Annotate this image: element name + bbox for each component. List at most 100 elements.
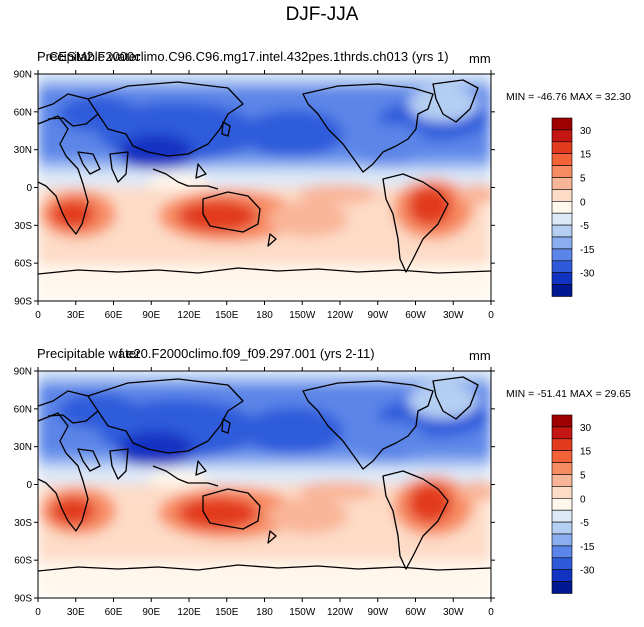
colorbar-label-1-3: 0 (580, 197, 586, 208)
colorbar-label-1-0: 30 (580, 126, 592, 137)
lon-label-2-6: 180 (256, 607, 273, 618)
lon-label-1-5: 150E (215, 310, 239, 321)
lon-label-2-4: 120E (177, 607, 201, 618)
colorbar-swatch-1-5 (551, 177, 573, 190)
colorbar-swatch-1-13 (551, 272, 573, 285)
colorbar-label-1-4: -5 (580, 221, 589, 232)
panel-2-stats: MIN = -51.41 MAX = 29.65 (506, 388, 631, 400)
panel-1-stats: MIN = -46.76 MAX = 32.30 (506, 91, 631, 103)
lon-label-1-9: 90W (367, 310, 388, 321)
colorbar-swatch-1-2 (551, 141, 573, 155)
panel-1-variable-label: Precipitable water (37, 49, 141, 64)
colorbar-swatch-1-14 (551, 284, 573, 297)
colorbar-swatch-1-10 (551, 236, 573, 250)
colorbar-swatch-1-12 (551, 260, 573, 273)
lon-label-1-12: 0 (488, 310, 494, 321)
lon-label-2-7: 150W (289, 607, 316, 618)
lon-label-2-3: 90E (142, 607, 160, 618)
colorbar-swatch-2-5 (551, 474, 573, 487)
colorbar-swatch-2-9 (551, 521, 573, 535)
lat-label-1-6: 90S (14, 297, 32, 308)
lon-label-1-3: 90E (142, 310, 160, 321)
lat-label-2-6: 90S (14, 594, 32, 605)
colorbar-swatch-2-11 (551, 545, 573, 559)
colorbar-label-2-0: 30 (580, 423, 592, 434)
colorbar-swatch-1-8 (551, 212, 573, 226)
lon-label-1-1: 30E (67, 310, 85, 321)
colorbar-label-1-2: 5 (580, 174, 586, 185)
colorbar-swatch-1-3 (551, 153, 573, 166)
colorbar-label-2-1: 15 (580, 447, 592, 458)
colorbar-swatch-1-1 (551, 129, 573, 143)
lat-label-1-2: 30N (14, 145, 32, 156)
lon-label-2-10: 60W (405, 607, 426, 618)
colorbar-label-1-6: -30 (580, 269, 595, 280)
lon-label-1-4: 120E (177, 310, 201, 321)
lon-label-1-2: 60E (105, 310, 123, 321)
lon-label-2-2: 60E (105, 607, 123, 618)
panel-1-units: mm (469, 51, 491, 66)
colorbar-swatch-1-9 (551, 224, 573, 238)
colorbar-swatch-2-0 (551, 414, 573, 428)
lat-label-2-1: 60N (14, 404, 32, 415)
panel-1-colorbar: 30 15 5 0 -5 -15 -30 (551, 117, 595, 297)
colorbar-swatch-2-1 (551, 426, 573, 440)
lat-label-2-0: 90N (14, 367, 32, 378)
colorbar-label-2-2: 5 (580, 471, 586, 482)
lat-label-1-4: 30S (14, 221, 32, 232)
colorbar-swatch-2-8 (551, 509, 573, 523)
colorbar-label-2-6: -30 (580, 566, 595, 577)
lat-label-2-3: 0 (26, 480, 32, 491)
lat-label-1-1: 60N (14, 107, 32, 118)
lon-label-2-5: 150E (215, 607, 239, 618)
colorbar-swatch-2-4 (551, 462, 573, 475)
colorbar-swatch-1-11 (551, 248, 573, 262)
colorbar-swatch-1-7 (551, 201, 573, 214)
colorbar-swatch-2-12 (551, 557, 573, 570)
lon-label-2-12: 0 (488, 607, 494, 618)
lon-label-1-8: 120W (327, 310, 354, 321)
lat-label-1-5: 60S (14, 259, 32, 270)
lat-label-1-3: 0 (26, 183, 32, 194)
lon-label-2-8: 120W (327, 607, 354, 618)
colorbar-swatch-2-6 (551, 486, 573, 499)
colorbar-label-1-5: -15 (580, 245, 595, 256)
colorbar-swatch-2-7 (551, 497, 573, 511)
panel-2-variable-label: Precipitable water (37, 346, 141, 361)
lat-label-2-4: 30S (14, 518, 32, 529)
colorbar-swatch-1-4 (551, 165, 573, 178)
colorbar-label-2-5: -15 (580, 542, 595, 553)
panel-2-map (37, 370, 492, 599)
panel-2-colorbar: 30 15 5 0 -5 -15 -30 (551, 414, 595, 594)
panel-2-case-title: f.e20.F2000climo.f09_f09.297.001 (yrs 2-… (119, 346, 375, 361)
colorbar-swatch-2-13 (551, 569, 573, 582)
figure-title: DJF-JJA (285, 4, 359, 25)
colorbar-swatch-2-10 (551, 533, 573, 547)
colorbar-swatch-2-14 (551, 581, 573, 594)
lon-label-2-1: 30E (67, 607, 85, 618)
lat-label-2-5: 60S (14, 556, 32, 567)
panel-1-case-title: CESM2.F2000climo.C96.C96.mg17.intel.432p… (49, 49, 449, 64)
lon-label-1-0: 0 (35, 310, 41, 321)
lat-label-2-2: 30N (14, 442, 32, 453)
lat-label-1-0: 90N (14, 70, 32, 81)
colorbar-label-2-3: 0 (580, 494, 586, 505)
lon-label-2-9: 90W (367, 607, 388, 618)
panel-2-units: mm (469, 348, 491, 363)
lon-label-2-0: 0 (35, 607, 41, 618)
colorbar-swatch-2-2 (551, 438, 573, 451)
colorbar-swatch-2-3 (551, 450, 573, 463)
colorbar-swatch-1-6 (551, 189, 573, 202)
lon-label-1-11: 30W (443, 310, 464, 321)
lon-label-1-6: 180 (256, 310, 273, 321)
panel-1-map (37, 73, 492, 302)
colorbar-label-1-1: 15 (580, 150, 592, 161)
lon-label-2-11: 30W (443, 607, 464, 618)
lon-label-1-10: 60W (405, 310, 426, 321)
lon-label-1-7: 150W (289, 310, 316, 321)
colorbar-label-2-4: -5 (580, 518, 589, 529)
colorbar-swatch-1-0 (551, 117, 573, 131)
